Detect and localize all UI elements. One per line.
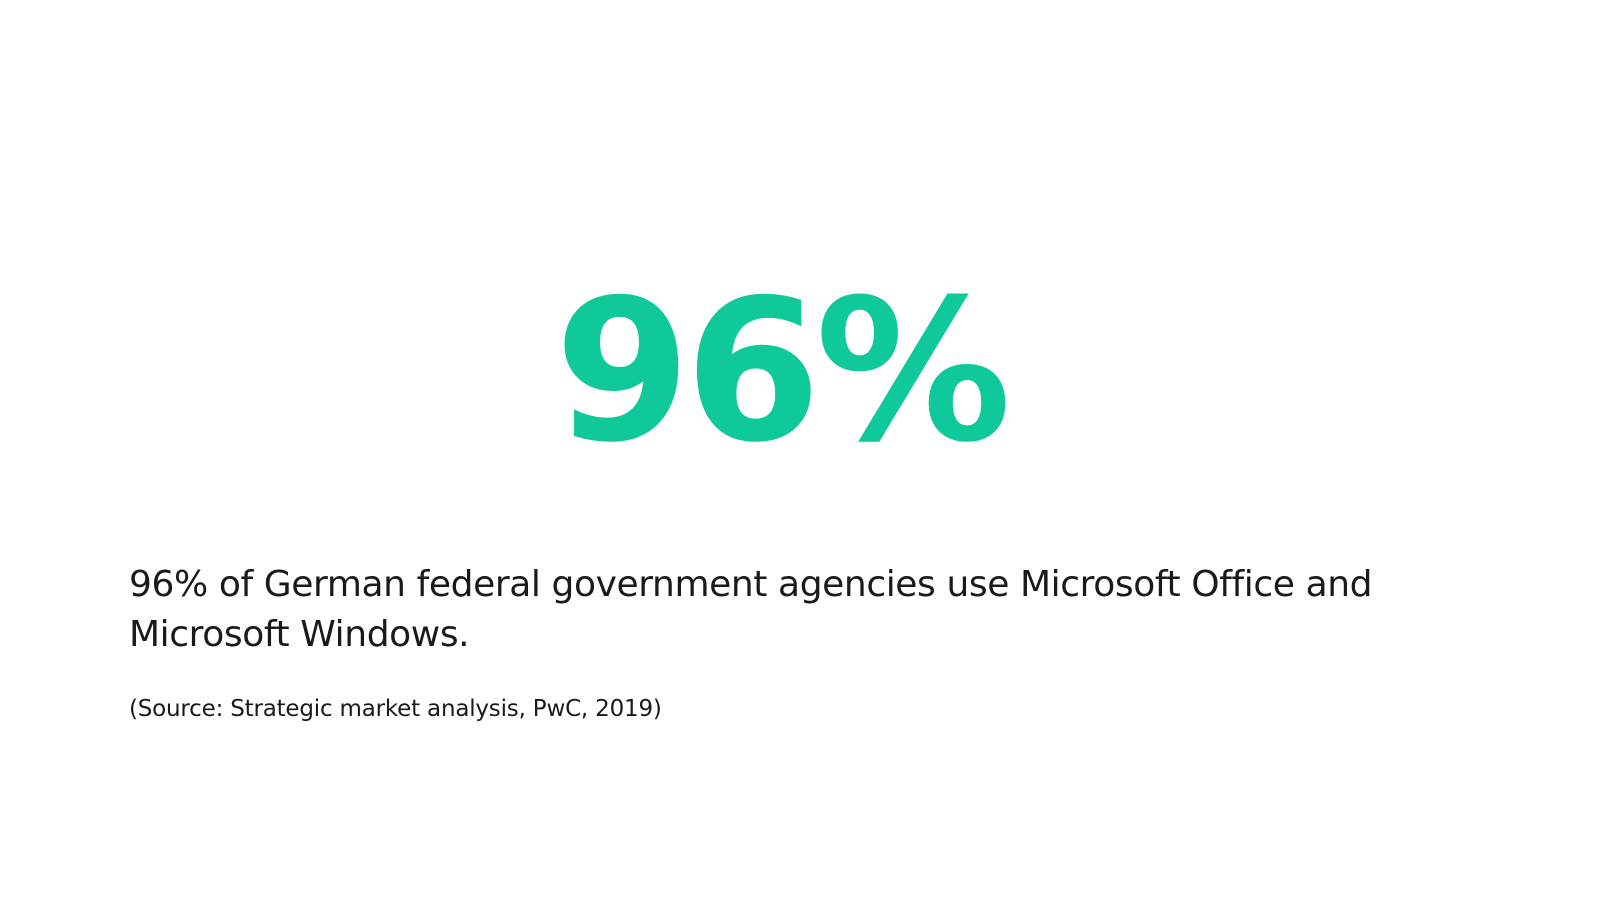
statistic-value: 96% [554, 258, 1011, 486]
source-citation: (Source: Strategic market analysis, PwC,… [129, 696, 662, 722]
statistic-description: 96% of German federal government agencie… [129, 564, 1373, 655]
